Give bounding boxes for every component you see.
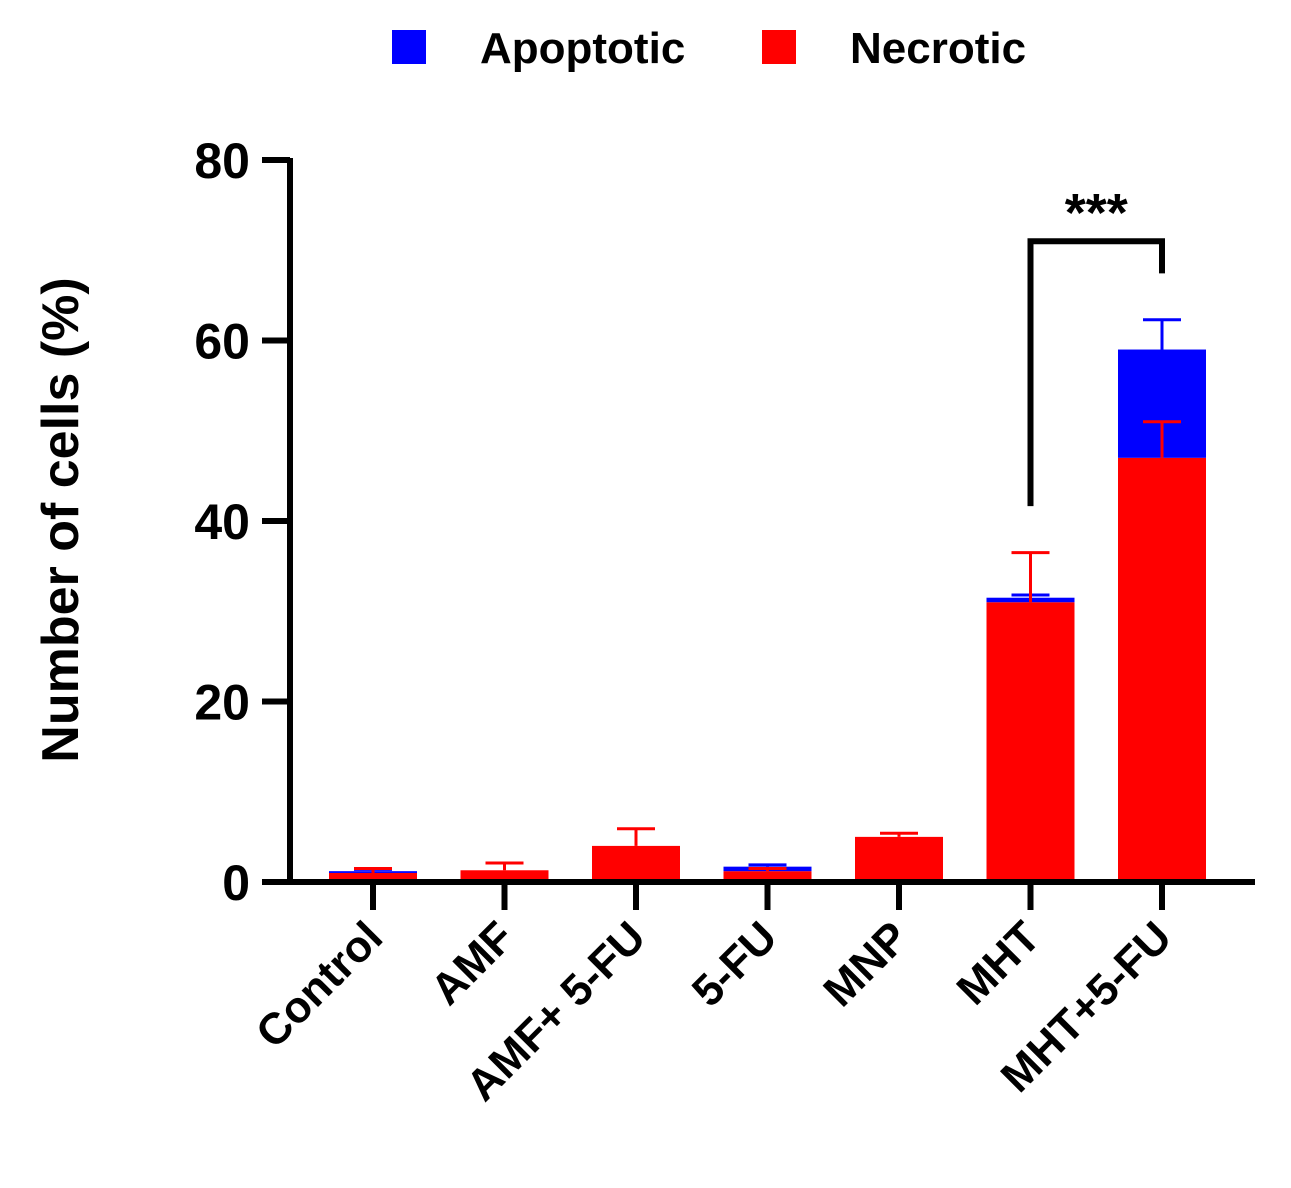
legend-swatch-necrotic: [762, 30, 796, 64]
legend: Apoptotic Necrotic: [392, 24, 1026, 73]
bar-necrotic-control: [329, 872, 417, 882]
error-bar-necrotic-5-fu: [748, 866, 787, 872]
error-bar-necrotic-mht: [1011, 551, 1050, 603]
y-tick-label-20: 20: [194, 675, 250, 731]
significance-annotation: ***: [1027, 183, 1165, 507]
y-ticks: 0 20 40 60 80: [194, 133, 290, 911]
error-bar-necrotic-amf: [485, 861, 524, 871]
bar-necrotic-amf: [460, 870, 549, 882]
error-bar-necrotic-mht-5-fu: [1143, 420, 1181, 458]
legend-swatch-apoptotic: [392, 30, 426, 64]
bar-necrotic-mnp: [855, 836, 943, 882]
error-bar-necrotic-control: [354, 866, 392, 873]
x-category-label-5-fu: 5-FU: [683, 912, 787, 1016]
bar-necrotic-mht: [986, 602, 1075, 882]
bar-necrotic-amf-5-fu: [592, 845, 680, 882]
error-bar-necrotic-mnp: [880, 831, 918, 837]
axes: [287, 158, 1255, 885]
x-category-label-mht: MHT: [948, 912, 1050, 1014]
y-tick-label-80: 80: [194, 133, 250, 189]
error-bar-apoptotic-mht-5-fu: [1143, 318, 1181, 350]
legend-label-necrotic: Necrotic: [850, 24, 1026, 73]
significance-label: ***: [1065, 183, 1128, 243]
bars-layer: [329, 349, 1206, 882]
x-category-label-amf: AMF: [422, 912, 524, 1014]
y-tick-label-0: 0: [222, 855, 250, 911]
x-category-label-mnp: MNP: [814, 912, 918, 1016]
y-tick-label-40: 40: [194, 494, 250, 550]
bar-necrotic-mht-5-fu: [1118, 457, 1206, 882]
bar-necrotic-5-fu: [723, 871, 812, 882]
x-category-label-control: Control: [247, 912, 392, 1057]
significance-bracket: [1027, 238, 1165, 507]
error-bars-layer: [354, 318, 1181, 873]
error-bar-apoptotic-5-fu: [748, 863, 787, 867]
y-axis-title: Number of cells (%): [32, 277, 90, 762]
legend-label-apoptotic: Apoptotic: [480, 24, 685, 73]
error-bar-necrotic-amf-5-fu: [617, 827, 655, 846]
y-tick-label-60: 60: [194, 314, 250, 370]
